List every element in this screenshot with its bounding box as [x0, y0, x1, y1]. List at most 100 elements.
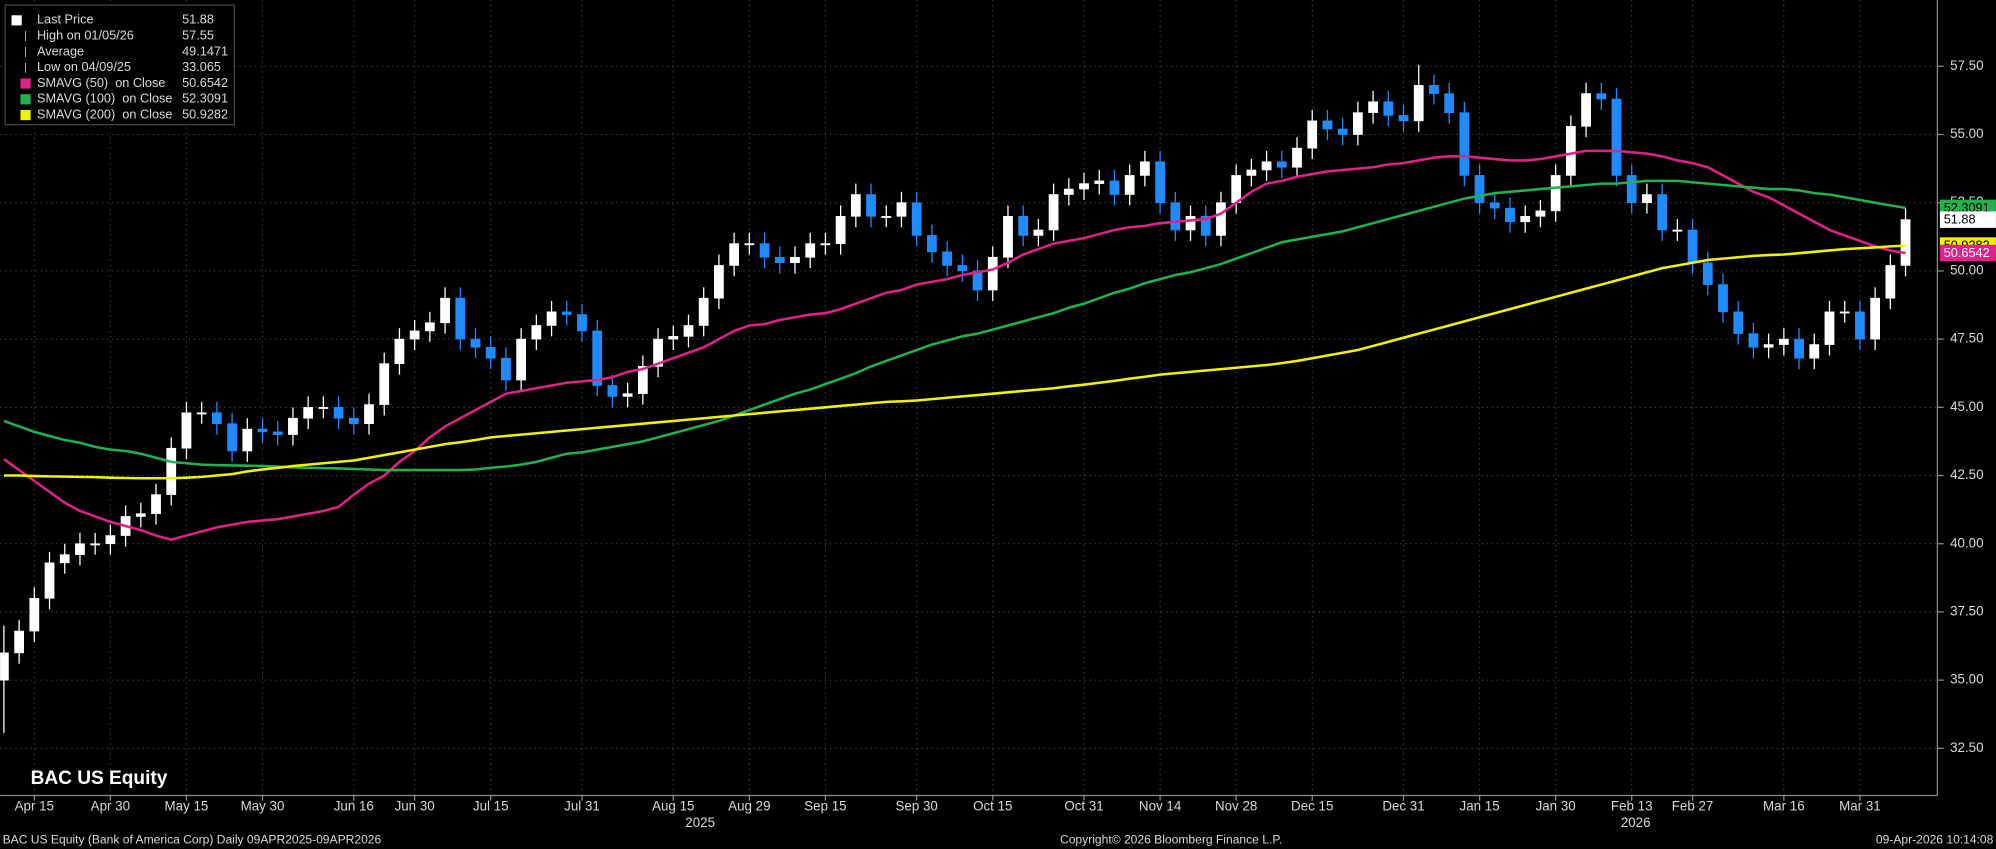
candle-body [318, 407, 329, 409]
candle-body [1246, 169, 1257, 176]
candle-body [1048, 194, 1059, 231]
candle-body [227, 423, 237, 452]
legend-swatch [20, 78, 31, 89]
footer-copyright: Copyright© 2026 Bloomberg Finance L.P. [1060, 832, 1282, 846]
candle-body [714, 265, 724, 299]
y-tick-label: 47.50 [1950, 331, 1983, 346]
candle-body [866, 194, 876, 217]
y-tick-label: 45.00 [1950, 399, 1983, 414]
legend-value: 50.6542 [182, 75, 228, 90]
candle-body [501, 357, 511, 381]
candle-body [1687, 229, 1698, 264]
plot-area [0, 64, 1911, 733]
candle-body [546, 311, 557, 326]
candle-body [972, 270, 983, 291]
candle-body [1870, 297, 1881, 340]
x-tick-label: Jun 30 [395, 799, 435, 814]
x-tick-label: Nov 14 [1139, 799, 1182, 814]
grid [0, 0, 1938, 796]
legend-value: 57.55 [182, 28, 214, 43]
candle-body [1383, 101, 1394, 116]
candle-body [1657, 194, 1668, 231]
candle-body [211, 412, 222, 425]
value-tag [1939, 211, 1996, 228]
candle-body [333, 407, 344, 419]
candle-body [1444, 93, 1455, 113]
footer-timestamp: 09-Apr-2026 10:14:08 [1876, 832, 1994, 846]
candle-body [1535, 210, 1546, 217]
candle-body [1261, 161, 1272, 171]
candle-body [257, 428, 268, 433]
candle-body [1307, 120, 1318, 149]
candle-body [1474, 175, 1485, 204]
legend-label: High on 01/05/26 [37, 28, 134, 43]
x-tick-label: Nov 28 [1215, 799, 1257, 814]
candle-body [1413, 85, 1424, 122]
legend-box [4, 4, 235, 126]
candle-body [820, 243, 831, 246]
candle-body [896, 202, 907, 217]
candle-body [181, 412, 192, 449]
candle-body [1505, 207, 1515, 223]
candle-body [1733, 311, 1744, 334]
candle-body [1885, 265, 1896, 299]
candle-body [759, 243, 770, 258]
chart-title: BAC US Equity [31, 768, 168, 789]
value-tag [1939, 244, 1996, 262]
candle-body [394, 338, 405, 364]
legend-value: 51.88 [182, 12, 214, 27]
candle-body [668, 336, 679, 340]
candle-body [440, 297, 450, 324]
candle-body [881, 216, 892, 218]
x-tick-label: Feb 27 [1672, 799, 1714, 814]
candle-body [272, 431, 283, 435]
x-tick-label: Dec 15 [1291, 799, 1333, 814]
candle-body [14, 630, 24, 654]
legend-label: Low on 04/09/25 [37, 59, 131, 74]
candle-body [1398, 115, 1409, 122]
candle-body [561, 311, 572, 315]
legend-label: SMAVG (50) on Close [37, 75, 165, 90]
candle-body [1642, 194, 1652, 204]
candle-body [455, 297, 466, 340]
candle-body [1109, 180, 1120, 195]
candle-body [288, 417, 298, 435]
candle-body [1276, 161, 1287, 168]
candle-body [348, 417, 359, 425]
candle-body [29, 597, 40, 632]
legend-swatch [20, 109, 31, 121]
candle-body [1231, 175, 1242, 204]
candle-body [196, 412, 207, 415]
x-tick-label: Mar 16 [1763, 799, 1805, 814]
x-tick-label: Apr 30 [91, 799, 130, 814]
candle-body [44, 562, 55, 599]
candle-body [0, 652, 9, 681]
candle-body [1596, 93, 1607, 100]
candle-body [805, 243, 816, 258]
candle-body [592, 330, 603, 386]
candle-body [90, 543, 101, 546]
candle-body [1520, 216, 1531, 223]
legend-label: Average [37, 43, 84, 58]
y-tick-label: 37.50 [1950, 603, 1983, 618]
candle-body [166, 447, 177, 495]
candle-body [379, 363, 390, 405]
candle-body [1763, 344, 1774, 348]
candle-body [653, 338, 663, 367]
candle-body [1352, 112, 1363, 135]
candle-body [1778, 338, 1789, 345]
candle-body [1581, 93, 1591, 127]
candle-body [1429, 85, 1439, 94]
year-label: 2026 [1621, 815, 1651, 830]
candle-body [1018, 216, 1029, 236]
legend-value: 52.3091 [182, 91, 228, 106]
candle-body [698, 297, 709, 326]
candle-body [364, 404, 374, 425]
candle-body [1140, 161, 1150, 176]
candle-body [1459, 112, 1470, 176]
x-tick-label: Mar 31 [1839, 799, 1881, 814]
year-label: 2025 [685, 815, 715, 830]
candle-body [1809, 344, 1820, 359]
